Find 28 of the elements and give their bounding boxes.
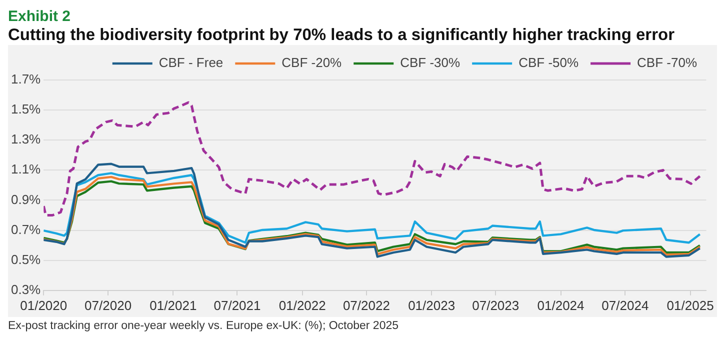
x-tick-label: 01/2020 [20,298,68,313]
y-tick-label: 1.7% [10,72,42,87]
y-tick-label: 0.3% [10,282,42,297]
y-tick-label: 0.7% [10,222,42,237]
legend-label: CBF -30% [400,55,461,70]
y-tick-label: 1.5% [10,102,42,117]
legend-label: CBF -20% [282,55,342,70]
x-tick-label: 07/2024 [602,298,649,313]
legend-label: CBF - Free [158,55,224,70]
x-tick-label: 07/2022 [342,298,390,313]
y-tick-label: 0.9% [10,192,42,207]
legend-label: CBF -50% [518,55,579,70]
chart-subtitle: Cutting the biodiversity footprint by 70% leads to a significantly higher tracking error [8,25,676,45]
y-tick-label: 1.3% [10,132,42,147]
x-tick-label: 07/2020 [84,298,132,313]
x-tick-label: 01/2022 [278,298,326,313]
x-tick-label: 07/2023 [472,298,520,313]
y-tick-label: 1.1% [10,162,42,177]
x-tick-label: 01/2023 [408,298,456,313]
x-tick-label: 07/2021 [214,298,261,313]
x-tick-label: 01/2021 [150,298,197,313]
chart-title: Exhibit 2 [8,8,72,25]
x-tick-label: 01/2024 [537,298,584,313]
y-tick-label: 0.5% [10,252,42,267]
text: Ex-post tracking error one-year weekly vs. Europe ex-UK: (%); October 2025 [8,319,400,333]
x-tick-label: 01/2025 [666,298,714,313]
legend-label: CBF -70% [637,55,698,70]
line-series [44,101,702,217]
